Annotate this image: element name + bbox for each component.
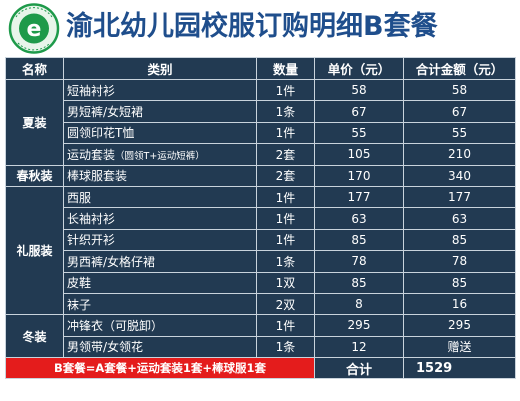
package-note: B套餐=A套餐+运动套装1套+棒球服1套 bbox=[5, 357, 315, 380]
svg-text:e: e bbox=[27, 17, 42, 42]
table-row: 礼服装 西服 1件 177 177 bbox=[5, 185, 516, 316]
item-type: 男领带/女领花 bbox=[63, 335, 257, 359]
item-type: 冲锋衣（可脱卸） bbox=[63, 314, 257, 337]
item-total: 78 bbox=[403, 250, 516, 273]
uniform-price-table: 名称 类别 数量 单价（元） 合计金额（元） 夏装 短袖衬衫 1件 58 58 … bbox=[5, 57, 516, 380]
item-qty: 1件 bbox=[256, 121, 315, 145]
item-total: 63 bbox=[403, 207, 516, 230]
table-row: 夏装 短袖衬衫 1件 58 58 bbox=[5, 78, 516, 166]
item-qty: 1条 bbox=[256, 335, 315, 359]
item-type: 皮鞋 bbox=[63, 271, 257, 294]
item-total: 85 bbox=[403, 271, 516, 294]
item-price: 67 bbox=[314, 100, 404, 123]
item-price: 85 bbox=[314, 271, 404, 294]
item-type: 男西裤/女格仔裙 bbox=[63, 250, 257, 273]
table-row: 男西裤/女格仔裙 1条 78 78 bbox=[6, 250, 516, 273]
item-type: 棒球服套装 bbox=[63, 164, 257, 187]
item-price: 85 bbox=[314, 228, 404, 252]
item-qty: 1件 bbox=[256, 185, 315, 209]
table-footer-row: B套餐=A套餐+运动套装1套+棒球服1套 合计 1529 bbox=[5, 357, 516, 380]
item-total: 55 bbox=[403, 121, 516, 145]
item-qty: 1件 bbox=[256, 228, 315, 252]
item-total: 58 bbox=[403, 78, 516, 102]
group-name-winter: 冬装 bbox=[5, 314, 64, 359]
item-qty: 1双 bbox=[256, 271, 315, 294]
column-header-name: 名称 bbox=[5, 57, 64, 80]
item-qty: 2套 bbox=[256, 143, 315, 166]
item-type: 短袖衬衫 bbox=[63, 78, 257, 102]
item-qty: 1条 bbox=[256, 100, 315, 123]
column-header-price: 单价（元） bbox=[314, 57, 404, 80]
item-price: 55 bbox=[314, 121, 404, 145]
table-row: 冬装 冲锋衣（可脱卸） 1件 295 295 bbox=[5, 314, 516, 359]
table-row: 针织开衫 1件 85 85 bbox=[6, 228, 516, 252]
item-price: 295 bbox=[314, 314, 404, 337]
column-header-qty: 数量 bbox=[256, 57, 315, 80]
item-total: 340 bbox=[403, 164, 516, 187]
item-qty: 2双 bbox=[256, 292, 315, 316]
item-total: 赠送 bbox=[403, 335, 516, 359]
item-type: 运动套装 bbox=[67, 147, 116, 162]
item-price: 105 bbox=[314, 143, 404, 166]
item-price: 78 bbox=[314, 250, 404, 273]
item-qty: 1件 bbox=[256, 78, 315, 102]
item-total: 85 bbox=[403, 228, 516, 252]
item-total: 295 bbox=[403, 314, 516, 337]
table-row: 春秋装 棒球服套装 2套 170 340 bbox=[5, 164, 516, 187]
item-type: 长袖衬衫 bbox=[63, 207, 257, 230]
table-row: 男领带/女领花 1条 12 赠送 bbox=[6, 335, 516, 359]
group-name-spring-autumn: 春秋装 bbox=[5, 164, 64, 187]
page-title: 渝北幼儿园校服订购明细B套餐 bbox=[66, 11, 438, 42]
group-name-formal: 礼服装 bbox=[5, 185, 64, 316]
item-total: 16 bbox=[403, 292, 516, 316]
sum-label: 合计 bbox=[314, 357, 404, 380]
table-row: 长袖衬衫 1件 63 63 bbox=[6, 207, 516, 230]
page-header: e 渝北幼儿园校服订购明细B套餐 bbox=[0, 0, 520, 57]
item-total: 210 bbox=[403, 143, 516, 166]
item-type: 袜子 bbox=[63, 292, 257, 316]
column-header-type: 类别 bbox=[63, 57, 257, 80]
item-total: 67 bbox=[403, 100, 516, 123]
table-row: 运动套装（圆领T+运动短裤） 2套 105 210 bbox=[6, 143, 516, 166]
item-type: 西服 bbox=[63, 185, 257, 209]
table-row: 男短裤/女短裙 1条 67 67 bbox=[6, 100, 516, 123]
column-header-total: 合计金额（元） bbox=[403, 57, 516, 80]
table-row: 袜子 2双 8 16 bbox=[6, 292, 516, 316]
item-type-note: （圆领T+运动短裤） bbox=[115, 150, 205, 162]
item-price: 170 bbox=[314, 164, 404, 187]
table-row: 圆领印花T恤 1件 55 55 bbox=[6, 121, 516, 145]
table-row: 皮鞋 1双 85 85 bbox=[6, 271, 516, 294]
item-qty: 1件 bbox=[256, 314, 315, 337]
item-price: 58 bbox=[314, 78, 404, 102]
item-type: 针织开衫 bbox=[63, 228, 257, 252]
item-price: 63 bbox=[314, 207, 404, 230]
group-name-summer: 夏装 bbox=[5, 79, 64, 166]
item-type: 圆领印花T恤 bbox=[63, 121, 257, 145]
item-qty: 1条 bbox=[256, 250, 315, 273]
item-price: 8 bbox=[314, 292, 404, 316]
sum-value: 1529 bbox=[403, 357, 516, 380]
item-total: 177 bbox=[403, 185, 516, 209]
item-qty: 2套 bbox=[256, 164, 315, 187]
item-type-cell: 运动套装（圆领T+运动短裤） bbox=[63, 143, 257, 166]
item-price: 177 bbox=[314, 185, 404, 209]
item-qty: 1件 bbox=[256, 207, 315, 230]
kindergarten-logo-icon: e bbox=[8, 3, 60, 54]
table-header-row: 名称 类别 数量 单价（元） 合计金额（元） bbox=[5, 57, 516, 80]
item-price: 12 bbox=[314, 335, 404, 359]
item-type: 男短裤/女短裙 bbox=[63, 100, 257, 123]
